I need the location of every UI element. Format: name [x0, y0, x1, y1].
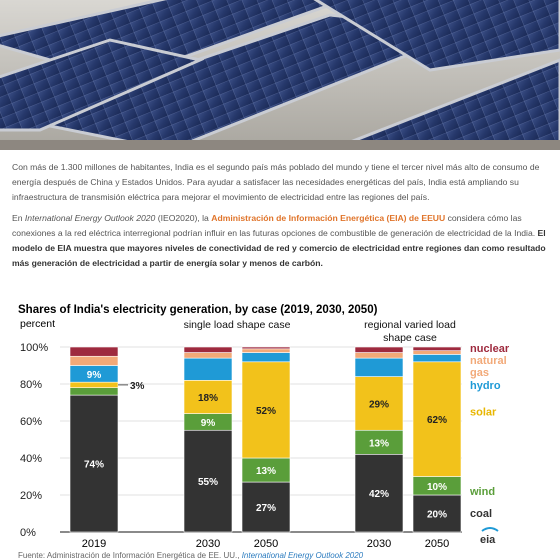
y-tick-label: 20% — [20, 490, 42, 502]
y-tick-label: 0% — [20, 527, 36, 539]
eia-link[interactable]: Administración de Información Energética… — [211, 213, 446, 223]
eia-logo: eia — [480, 527, 499, 546]
group-label: regional varied load — [364, 319, 456, 331]
x-tick-label: 2019 — [82, 538, 106, 550]
legend-entry: natural — [470, 355, 507, 367]
x-tick-label: 2050 — [254, 538, 278, 550]
y-tick-label: 100% — [20, 342, 48, 354]
bar-segment-solar — [241, 361, 291, 459]
data-label: 55% — [198, 477, 218, 488]
bar-segment-hydro — [354, 357, 404, 377]
x-tick-label: 2050 — [425, 538, 449, 550]
bar-segment-nuclear — [354, 346, 404, 353]
chart-title: Shares of India's electricity generation… — [18, 304, 378, 316]
solar-panels-image — [0, 0, 560, 150]
article-paragraph-1: Con más de 1.300 millones de habitantes,… — [12, 162, 540, 202]
bar-segment-hydro — [183, 357, 233, 381]
y-tick-label: 60% — [20, 416, 42, 428]
data-label: 27% — [256, 503, 276, 514]
article-paragraph-2: En International Energy Outlook 2020 (IE… — [12, 213, 546, 268]
source-line: Fuente: Administración de Información En… — [18, 551, 364, 560]
bar-segment-nuclear — [412, 346, 462, 352]
group-label: shape case — [383, 332, 437, 344]
data-label: 13% — [256, 466, 276, 477]
bar-segment-wind — [241, 457, 291, 483]
bar-segment-wind — [354, 429, 404, 455]
legend-entry: hydro — [470, 380, 501, 392]
data-labels: 74% 9% 3% 55% 9% 18% 27% 13% 52% 42% 13% 29% 20% 10% 6… — [84, 370, 447, 521]
bar-segment-natural-gas — [412, 350, 462, 355]
data-label: 9% — [87, 370, 102, 381]
data-label: 10% — [427, 482, 447, 493]
legend-entry: wind — [469, 486, 495, 498]
axis-labels: 0% 20% 40% 60% 80% 100% 2019 2030 2050 2030 2050 si… — [20, 319, 456, 550]
bar-segment-solar — [412, 361, 462, 477]
legend-entry: solar — [470, 406, 497, 418]
data-label: 13% — [369, 438, 389, 449]
data-label: 9% — [201, 418, 216, 429]
data-label: 29% — [369, 399, 389, 410]
legend-entry: coal — [470, 508, 492, 520]
eia-logo-text: eia — [480, 534, 496, 546]
legend-entry: gas — [470, 367, 489, 379]
group-label: single load shape case — [184, 319, 291, 331]
bar-segment-coal — [241, 481, 291, 533]
data-label: 3% — [130, 381, 145, 392]
bar-segment-nuclear — [183, 346, 233, 353]
bar-segment-solar — [183, 380, 233, 414]
bar-segment-natural-gas — [69, 355, 119, 366]
ieo-source-link[interactable]: International Energy Outlook 2020 — [242, 551, 364, 560]
y-axis-label: percent — [20, 318, 55, 330]
data-label: 18% — [198, 393, 218, 404]
bar-segment-solar — [69, 381, 119, 389]
x-tick-label: 2030 — [367, 538, 391, 550]
bar-segment-hydro — [241, 352, 291, 363]
data-label: 74% — [84, 460, 104, 471]
solar-panels-photo — [0, 0, 560, 150]
data-label: 20% — [427, 510, 447, 521]
y-tick-label: 40% — [20, 453, 42, 465]
legend-entry: nuclear — [470, 343, 510, 355]
generation-share-chart: Shares of India's electricity generation… — [0, 300, 560, 560]
bar-segment-coal — [354, 454, 404, 533]
x-tick-label: 2030 — [196, 538, 220, 550]
bar-segment-natural-gas — [241, 348, 291, 353]
bar-segment-natural-gas — [354, 352, 404, 359]
bar-segment-wind — [69, 387, 119, 396]
bar-segment-nuclear — [69, 346, 119, 357]
bar-segment-hydro — [412, 354, 462, 363]
bar-segment-nuclear — [241, 346, 291, 350]
chart-svg: Shares of India's electricity generation… — [18, 304, 510, 560]
ieo-title: International Energy Outlook 2020 — [24, 213, 156, 223]
data-label: 62% — [427, 415, 447, 426]
bar-segment-natural-gas — [183, 352, 233, 359]
y-tick-label: 80% — [20, 379, 42, 391]
bar-segment-coal — [412, 494, 462, 533]
bar-segment-solar — [354, 376, 404, 431]
bars — [69, 346, 462, 533]
data-label: 52% — [256, 406, 276, 417]
data-label: 42% — [369, 489, 389, 500]
bar-segment-coal — [183, 429, 233, 533]
key-finding: El modelo de EIA muestra que mayores niv… — [12, 228, 546, 268]
article-text: Con más de 1.300 millones de habitantes,… — [12, 160, 548, 277]
